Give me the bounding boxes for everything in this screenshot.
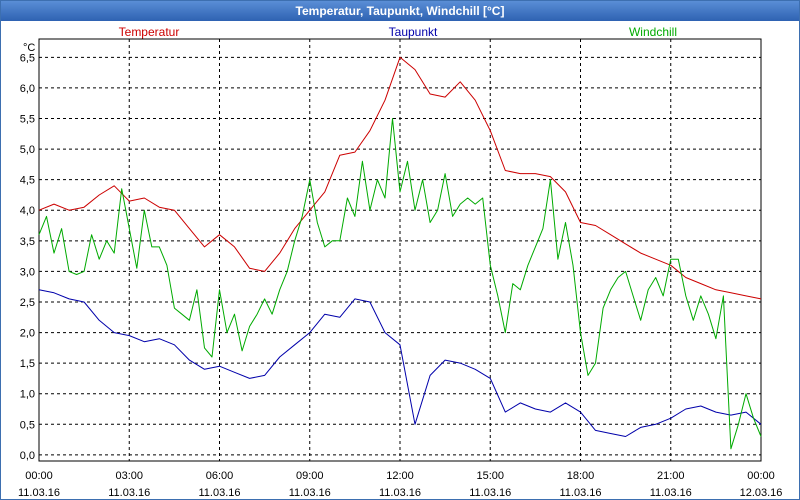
x-tick-time: 18:00 xyxy=(567,470,595,482)
x-tick-date: 11.03.16 xyxy=(559,487,601,499)
x-tick-date: 11.03.16 xyxy=(650,487,692,499)
x-tick-time: 00:00 xyxy=(747,470,775,482)
chart-legend: Temperatur Taupunkt Windchill xyxy=(119,25,677,39)
y-tick-label: 3,5 xyxy=(20,236,35,248)
chart-grid xyxy=(38,39,762,461)
series-line-windchill xyxy=(38,118,762,450)
x-tick-date: 11.03.16 xyxy=(198,487,240,499)
plot-area xyxy=(38,38,762,462)
x-tick-time: 06:00 xyxy=(206,470,234,482)
y-tick-label: 0,0 xyxy=(20,450,35,462)
y-tick-label: 1,5 xyxy=(20,358,35,370)
x-tick-time: 00:00 xyxy=(25,470,53,482)
x-tick-date: 11.03.16 xyxy=(289,487,331,499)
y-axis-label: °C xyxy=(23,42,35,54)
y-tick-label: 3,0 xyxy=(20,266,35,278)
legend-taupunkt: Taupunkt xyxy=(389,25,438,39)
x-tick-time: 12:00 xyxy=(386,470,414,482)
y-axis-ticks: 0,0 0,5 1,0 1,5 2,0 2,5 3,0 3,5 4,0 4,5 5,0 5,5 6,0 6… xyxy=(20,52,35,462)
chart-title: Temperatur, Taupunkt, Windchill [°C] xyxy=(1,1,799,21)
y-tick-label: 6,0 xyxy=(20,83,35,95)
y-tick-label: 0,5 xyxy=(20,419,35,431)
y-tick-label: 1,0 xyxy=(20,389,35,401)
line-chart: 0,0 0,5 1,0 1,5 2,0 2,5 3,0 3,5 4,0 4,5 5,0 5,5 6,0 6… xyxy=(18,25,782,499)
series-line-taupunkt xyxy=(38,289,762,437)
series-line-temperatur xyxy=(38,56,762,300)
y-tick-label: 2,5 xyxy=(20,297,35,309)
y-tick-label: 4,5 xyxy=(20,175,35,187)
x-tick-time: 03:00 xyxy=(115,470,143,482)
y-tick-label: 5,0 xyxy=(20,144,35,156)
x-axis-ticks: 00:00 11.03.16 03:00 11.03.16 06:00 11.03.16 0… xyxy=(18,470,782,499)
y-tick-label: 6,5 xyxy=(20,52,35,64)
x-tick-date: 11.03.16 xyxy=(18,487,60,499)
x-tick-time: 21:00 xyxy=(657,470,685,482)
x-tick-date: 11.03.16 xyxy=(379,487,421,499)
legend-windchill: Windchill xyxy=(629,25,677,39)
x-tick-date: 11.03.16 xyxy=(469,487,511,499)
x-tick-date: 12.03.16 xyxy=(740,487,783,499)
chart-series xyxy=(38,56,762,450)
y-tick-label: 4,0 xyxy=(20,205,35,217)
y-tick-label: 5,5 xyxy=(20,114,35,126)
y-tick-label: 2,0 xyxy=(20,328,35,340)
legend-temperatur: Temperatur xyxy=(119,25,180,39)
x-tick-time: 09:00 xyxy=(296,470,324,482)
x-tick-date: 11.03.16 xyxy=(108,487,150,499)
x-tick-time: 15:00 xyxy=(476,470,504,482)
